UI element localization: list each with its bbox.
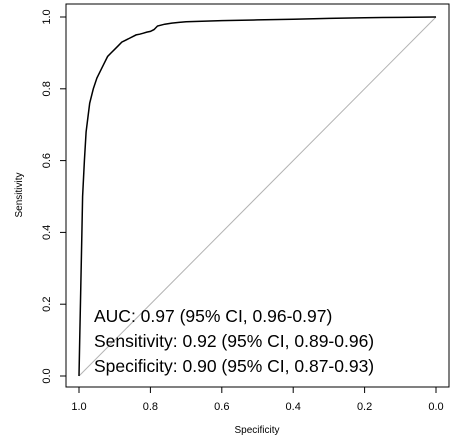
y-axis-title: Sensitivity (14, 172, 25, 217)
reference-diagonal (78, 16, 437, 377)
y-tick-label: 0.4 (41, 225, 53, 240)
y-axis: 0.0 0.2 0.4 0.6 0.8 1.0 (41, 9, 67, 384)
y-tick-label: 0.0 (41, 368, 53, 383)
x-axis-title: Specificity (234, 425, 279, 436)
x-tick-label: 0.8 (143, 401, 158, 413)
y-tick-label: 0.6 (41, 153, 53, 168)
y-tick-label: 0.8 (41, 81, 53, 96)
x-tick-label: 1.0 (71, 401, 86, 413)
x-tick-label: 0.2 (357, 401, 372, 413)
annotation-specificity: Specificity: 0.90 (95% CI, 0.87-0.93) (94, 356, 374, 376)
x-axis: 1.0 0.8 0.6 0.4 0.2 0.0 (71, 386, 444, 413)
roc-curve (78, 16, 437, 377)
annotation-sensitivity: Sensitivity: 0.92 (95% CI, 0.89-0.96) (94, 331, 374, 351)
x-tick-label: 0.6 (214, 401, 229, 413)
annotation-auc: AUC: 0.97 (95% CI, 0.96-0.97) (94, 306, 332, 326)
y-tick-label: 1.0 (41, 9, 53, 24)
y-tick-label: 0.2 (41, 297, 53, 312)
x-tick-label: 0.4 (286, 401, 301, 413)
x-tick-label: 0.0 (428, 401, 443, 413)
